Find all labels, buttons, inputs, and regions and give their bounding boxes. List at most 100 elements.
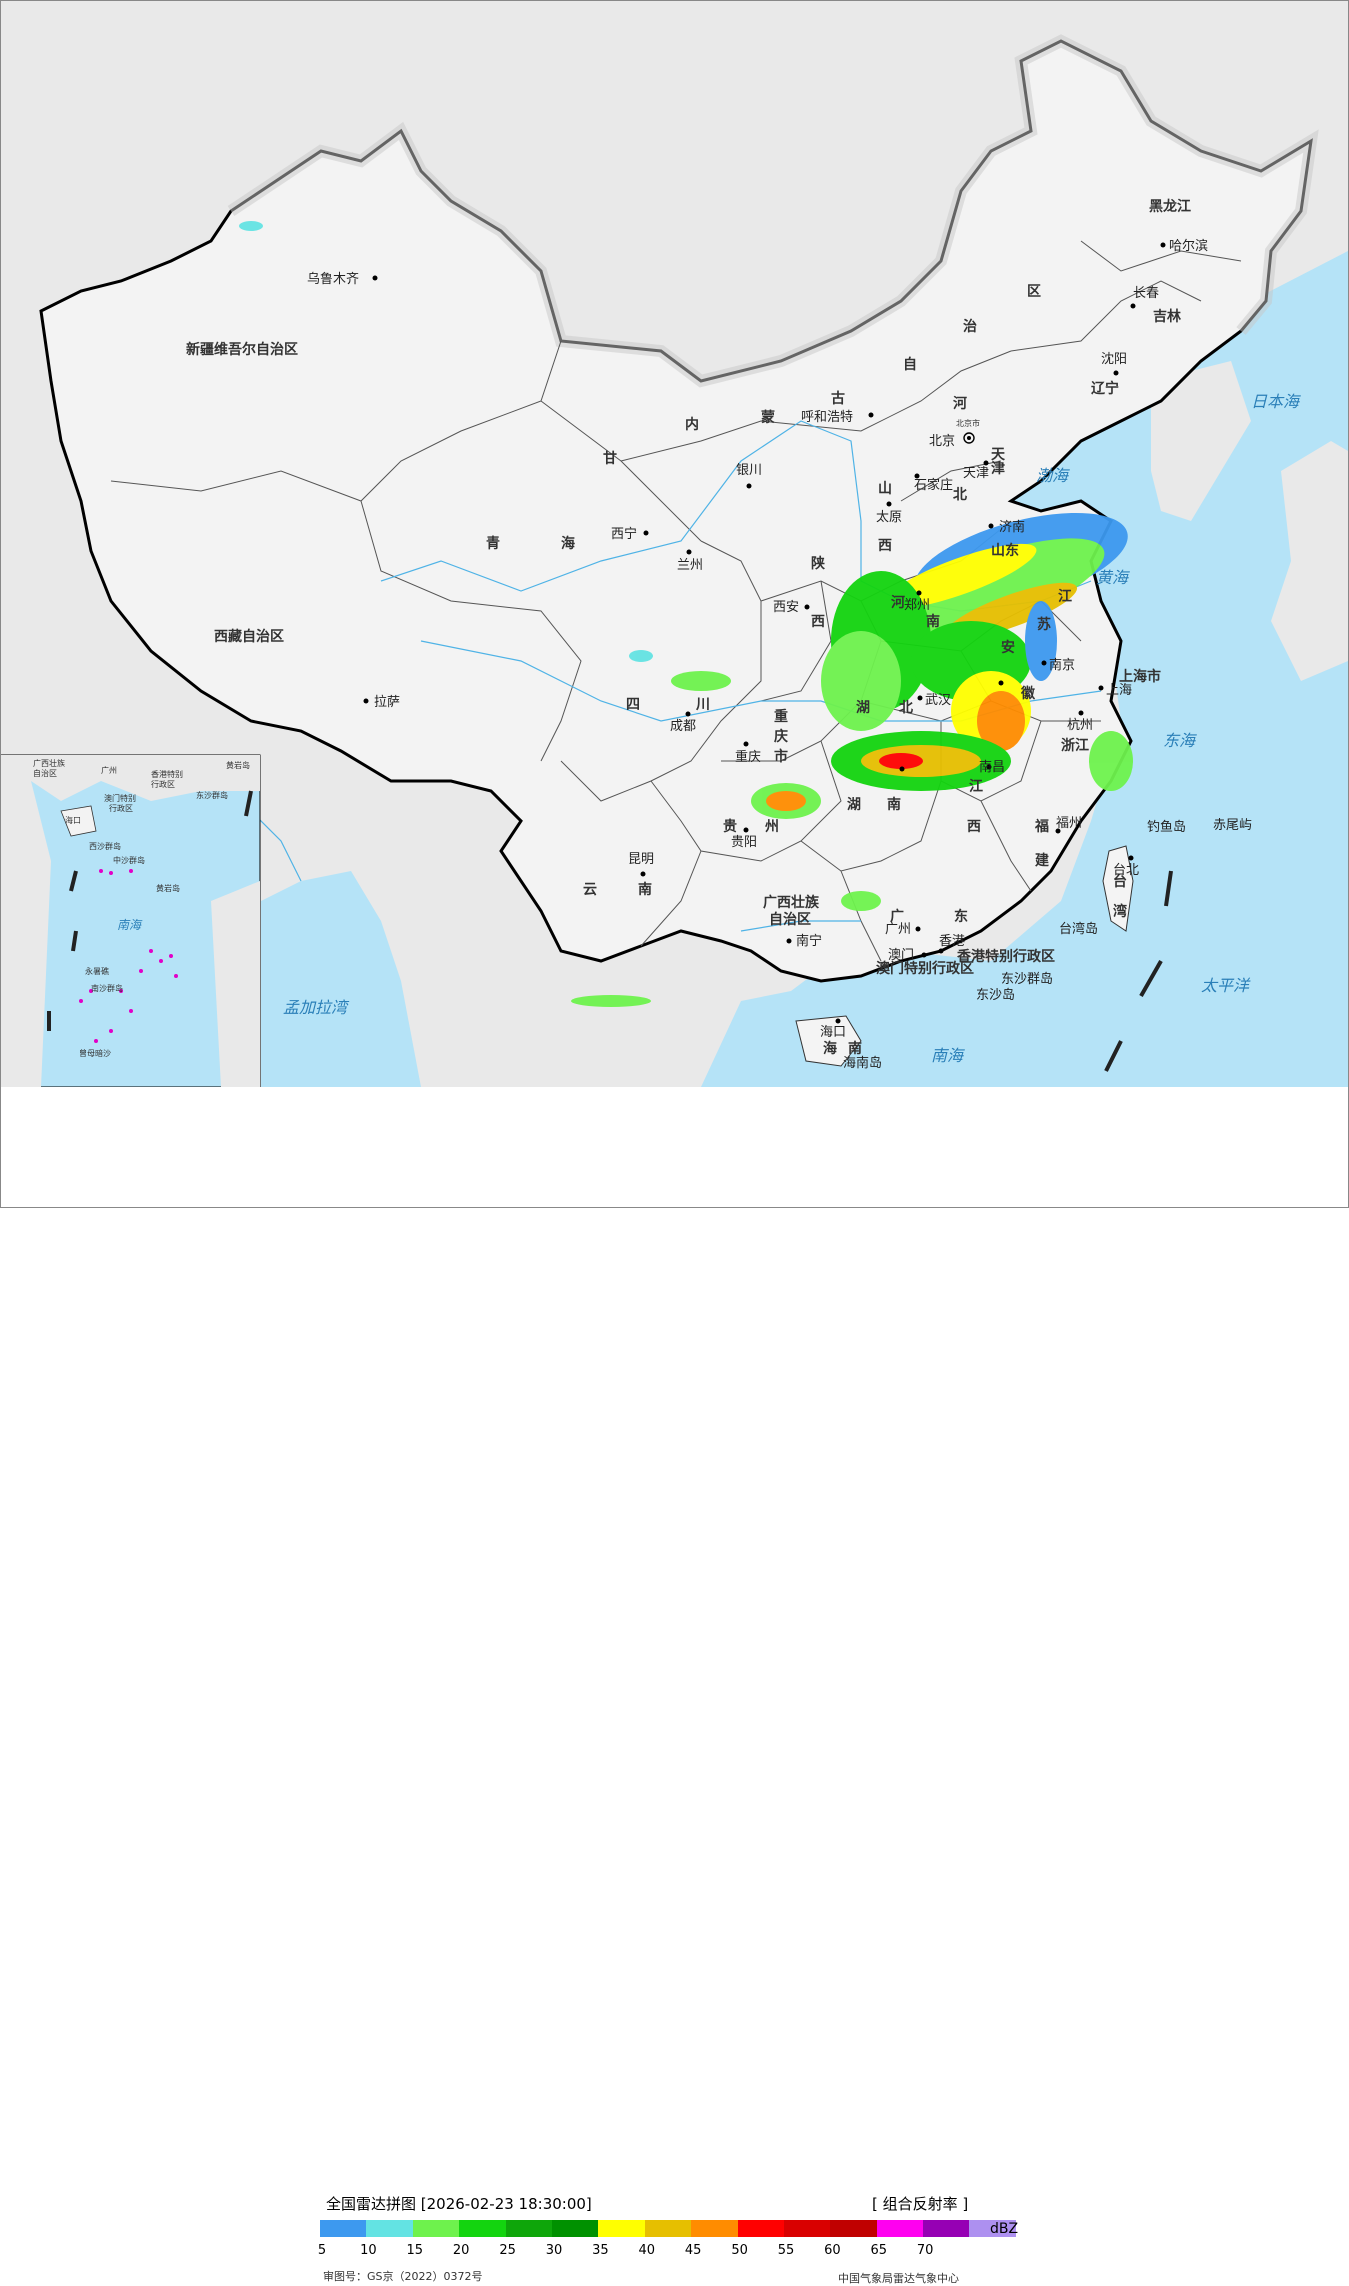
city-label: 台北 bbox=[1113, 863, 1139, 878]
city-label: 成都 bbox=[670, 719, 696, 734]
inset-label: 广州 bbox=[101, 765, 117, 775]
province-label: 建 bbox=[1035, 852, 1049, 869]
province-label: 香港特别行政区 bbox=[956, 948, 1055, 965]
city-label: 银川 bbox=[736, 463, 762, 478]
province-label: 湾 bbox=[1113, 903, 1127, 920]
city-label: 香港 bbox=[939, 934, 965, 949]
province-labels: 新疆维吾尔自治区 西藏自治区 青 海 甘 内 蒙 古 自 治 区 黑龙江 吉林 … bbox=[186, 198, 1191, 1057]
city-label: 南宁 bbox=[796, 933, 822, 949]
province-label: 北 bbox=[953, 487, 967, 503]
province-label: 贵 bbox=[723, 818, 737, 835]
province-label: 津 bbox=[991, 460, 1005, 477]
sea-label: 黄海 bbox=[1096, 568, 1130, 587]
inset-label: 黄岩岛 bbox=[226, 760, 250, 770]
city-label: 长春 bbox=[1133, 286, 1159, 301]
color-swatch bbox=[551, 2220, 599, 2237]
city-marker bbox=[640, 871, 646, 877]
province-label: 自 bbox=[903, 356, 917, 373]
city-label: 乌鲁木齐 bbox=[307, 271, 359, 287]
island-label: 东沙岛 bbox=[976, 987, 1015, 1003]
province-label: 北 bbox=[899, 700, 913, 716]
province-label: 青 bbox=[486, 535, 500, 552]
tick-label: 55 bbox=[777, 2243, 795, 2258]
province-label: 河 bbox=[891, 594, 905, 611]
city-marker bbox=[986, 764, 992, 770]
color-swatch bbox=[505, 2220, 552, 2237]
legend: 全国雷达拼图 [2026-02-23 18:30:00] [ 组合反射率 ] d… bbox=[0, 1088, 1349, 2285]
inset-label: 曾母暗沙 bbox=[79, 1048, 111, 1058]
city-label: 兰州 bbox=[677, 558, 703, 573]
color-swatch bbox=[923, 2220, 970, 2237]
province-label: 广 bbox=[890, 908, 904, 925]
hainan-island bbox=[795, 1015, 862, 1067]
korea-land bbox=[1151, 361, 1251, 521]
tick-label: 40 bbox=[638, 2243, 656, 2258]
tick-label: 60 bbox=[824, 2243, 841, 2258]
province-label: 西 bbox=[967, 819, 981, 835]
tick-label: 70 bbox=[916, 2243, 934, 2258]
color-swatch bbox=[691, 2220, 738, 2237]
tick-label: 35 bbox=[592, 2243, 609, 2258]
city-label: 海口 bbox=[820, 1025, 846, 1040]
province-label: 东 bbox=[954, 908, 968, 925]
city-label: 太原 bbox=[876, 510, 902, 525]
province-label: 新疆维吾尔自治区 bbox=[186, 341, 298, 358]
province-label: 澳门特别行政区 bbox=[876, 960, 974, 977]
province-label: 南 bbox=[638, 881, 652, 898]
city-label: 拉萨 bbox=[374, 695, 400, 710]
capital-marker bbox=[963, 432, 975, 444]
province-label: 福 bbox=[1034, 818, 1049, 835]
city-marker bbox=[868, 412, 874, 418]
island-label: 钓鱼岛 bbox=[1147, 819, 1186, 835]
sea-label: 日本海 bbox=[1251, 392, 1301, 411]
city-label: 西宁 bbox=[611, 526, 637, 542]
province-label: 徽 bbox=[1020, 685, 1036, 702]
city-marker bbox=[743, 827, 749, 833]
province-label: 四 bbox=[626, 697, 640, 713]
province-label: 南 bbox=[848, 1040, 862, 1057]
province-label: 南 bbox=[887, 796, 901, 813]
city-label: 郑州 bbox=[904, 598, 930, 613]
city-marker bbox=[983, 460, 989, 466]
city-label: 广州 bbox=[885, 922, 911, 937]
city-marker bbox=[643, 530, 649, 536]
city-marker bbox=[1041, 660, 1047, 666]
approval-number: 审图号：GS京（2022）0372号 bbox=[323, 2270, 483, 2283]
city-marker bbox=[786, 938, 792, 944]
island-label: 赤尾屿 bbox=[1213, 818, 1252, 833]
city-label: 呼和浩特 bbox=[801, 410, 853, 425]
china-outline-halo bbox=[227, 34, 1319, 388]
city-marker bbox=[685, 711, 691, 717]
province-label: 湖 bbox=[847, 797, 861, 813]
province-label: 川 bbox=[695, 697, 710, 713]
radar-map: 广西壮族 自治区 广州 香港特别 行政区 澳门特别 行政区 东沙群岛 海口 黄岩… bbox=[1, 1, 1348, 1087]
city-marker bbox=[372, 275, 378, 281]
city-marker bbox=[1098, 685, 1104, 691]
city-marker bbox=[835, 1018, 841, 1024]
tick-label: 25 bbox=[499, 2243, 516, 2258]
province-label: 州 bbox=[764, 819, 779, 835]
south-china-sea-inset: 广西壮族 自治区 广州 香港特别 行政区 澳门特别 行政区 东沙群岛 海口 黄岩… bbox=[1, 754, 261, 1087]
island-label: 东沙群岛 bbox=[1001, 971, 1053, 987]
tick-label: 5 bbox=[317, 2243, 327, 2258]
province-label: 云 bbox=[583, 882, 597, 898]
city-marker bbox=[899, 766, 905, 772]
inset-label: 黄岩岛 bbox=[156, 883, 180, 893]
province-label: 甘 bbox=[603, 450, 617, 467]
province-label: 庆 bbox=[774, 728, 788, 745]
city-marker bbox=[938, 948, 944, 954]
island-label: 海南岛 bbox=[843, 1055, 882, 1071]
inset-label: 澳门特别 bbox=[104, 793, 136, 803]
tick-label: 50 bbox=[731, 2243, 748, 2258]
province-label: 治 bbox=[963, 318, 977, 335]
city-label: 石家庄 bbox=[914, 477, 953, 493]
color-swatch bbox=[320, 2220, 367, 2237]
province-label: 蒙 bbox=[761, 409, 775, 426]
city-marker bbox=[804, 604, 810, 610]
province-label: 黑龙江 bbox=[1149, 198, 1191, 215]
province-label: 区 bbox=[1027, 284, 1041, 300]
island-label: 台湾岛 bbox=[1059, 921, 1098, 937]
color-swatch bbox=[783, 2220, 831, 2237]
city-label: 天津 bbox=[963, 466, 989, 481]
legend-title: 全国雷达拼图 [2026-02-23 18:30:00] bbox=[326, 2195, 592, 2213]
